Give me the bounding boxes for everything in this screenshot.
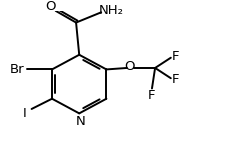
Text: F: F	[171, 73, 178, 86]
Text: I: I	[23, 107, 26, 120]
Text: F: F	[171, 50, 178, 63]
Text: F: F	[147, 89, 155, 102]
Text: N: N	[76, 115, 85, 128]
Text: O: O	[46, 0, 56, 13]
Text: NH₂: NH₂	[98, 4, 123, 17]
Text: Br: Br	[9, 63, 24, 76]
Text: O: O	[124, 60, 135, 73]
